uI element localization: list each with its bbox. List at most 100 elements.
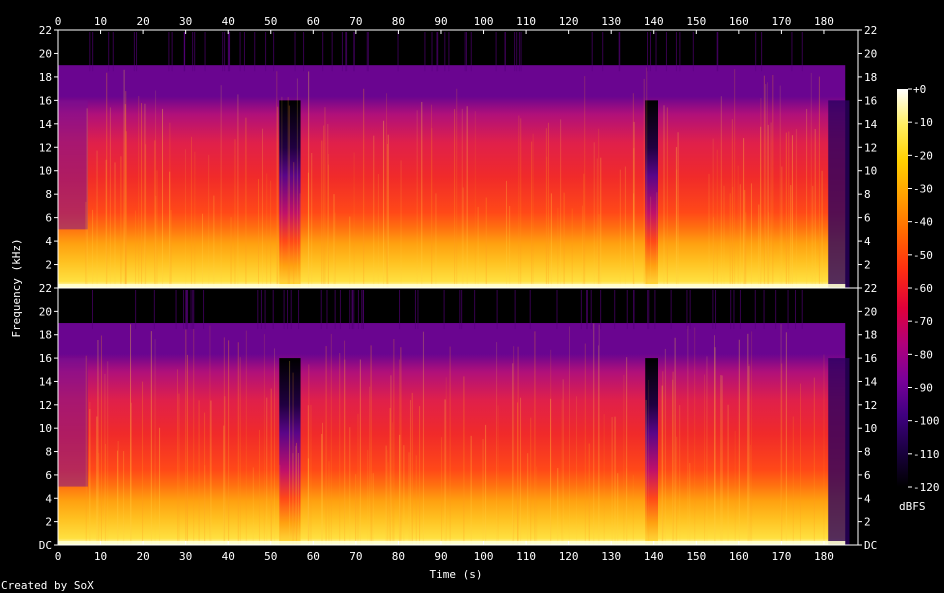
y-tick-label-bottom-panel-right: DC [864,539,877,552]
x-tick-label-top: 10 [94,15,107,28]
x-tick-label-top: 130 [601,15,621,28]
y-tick-label-bottom-panel-left: 4 [45,492,52,505]
colorbar-ticks: +0 -10 -20 -30 -40 -50 -60 -70 -80 -90 -100 -110 -12… [908,83,940,494]
spectral-texture [85,290,825,545]
y-tick-label-bottom-panel-left: 8 [45,446,52,459]
y-tick-label-top-panel-left: 6 [45,212,52,225]
y-tick-label-bottom-panel-right: 22 [864,282,877,295]
colorbar-tick-label: +0 [913,83,926,96]
colorbar-tick-label: -120 [913,481,940,494]
colorbar-tick-label: -50 [913,249,933,262]
x-tick-label-bottom: 170 [771,550,791,563]
spectral-energy [58,65,846,288]
y-tick-label-bottom-panel-right: 2 [864,516,871,529]
x-tick-label-bottom: 30 [179,550,192,563]
y-tick-label-top-panel-left: 4 [45,235,52,248]
x-tick-label-bottom: 140 [644,550,664,563]
y-tick-label-bottom-panel-right: 8 [864,446,871,459]
x-tick-label-bottom: 180 [814,550,834,563]
colorbar-tick-label: -20 [913,149,933,162]
outro-fade [828,358,850,545]
x-tick-label-top: 30 [179,15,192,28]
x-tick-label-top: 20 [136,15,149,28]
y-tick-label-top-panel-left: 20 [39,47,52,60]
y-tick-label-top-panel-right: 12 [864,141,877,154]
quiet-segment-1 [279,358,301,545]
y-tick-label-bottom-panel-left: 6 [45,469,52,482]
x-tick-label-top: 140 [644,15,664,28]
x-tick-label-top: 120 [559,15,579,28]
x-tick-label-bottom: 20 [136,550,149,563]
x-tick-label-bottom: 100 [474,550,494,563]
y-tick-label-top-panel-right: 20 [864,47,877,60]
x-tick-label-bottom: 10 [94,550,107,563]
y-tick-label-bottom-panel-right: 16 [864,352,877,365]
spectral-texture [85,32,823,289]
colorbar-tick-label: -90 [913,382,933,395]
intro-fade [58,100,88,230]
created-by-credit: Created by SoX [1,579,94,592]
colorbar-tick-label: -70 [913,315,933,328]
y-tick-label-top-panel-left: 10 [39,165,52,178]
y-tick-label-bottom-panel-left: 2 [45,516,52,529]
spectral-energy [58,323,846,545]
y-tick-label-top-panel-right: 10 [864,165,877,178]
y-tick-label-bottom-panel-right: 20 [864,305,877,318]
y-tick-label-top-panel-left: 8 [45,188,52,201]
x-tick-label-top: 80 [392,15,405,28]
spectrogram-panels [57,29,859,546]
y-tick-label-top-panel-right: 8 [864,188,871,201]
axes-layer: 0 0 10 10 20 20 30 30 40 40 50 50 60 60 70 70 80 80 90 90 10… [39,15,878,563]
colorbar-label: dBFS [899,500,926,513]
x-tick-label-top: 60 [307,15,320,28]
y-tick-label-bottom-panel-right: 14 [864,375,878,388]
quiet-segment-2 [645,100,658,288]
intro-fade [58,358,88,487]
panel-frame [57,287,859,546]
quiet-segment-2 [645,358,658,545]
x-tick-label-bottom: 80 [392,550,405,563]
spectrogram-panel-2 [57,287,859,546]
y-tick-label-bottom-panel-left: 14 [39,375,53,388]
colorbar-tick-label: -60 [913,282,933,295]
x-tick-label-top: 50 [264,15,277,28]
x-tick-label-bottom: 160 [729,550,749,563]
colorbar [897,89,908,487]
x-tick-label-bottom: 120 [559,550,579,563]
colorbar-tick-label: -80 [913,348,933,361]
x-tick-label-top: 180 [814,15,834,28]
y-tick-label-bottom-panel-right: 4 [864,492,871,505]
x-tick-label-top: 160 [729,15,749,28]
x-tick-label-bottom: 130 [601,550,621,563]
outro-fade [828,100,850,288]
y-tick-label-bottom-panel-left: 16 [39,352,52,365]
colorbar-tick-label: -110 [913,448,940,461]
colorbar-tick-label: -40 [913,216,933,229]
y-tick-label-bottom-panel-right: 12 [864,399,877,412]
x-tick-label-top: 90 [434,15,447,28]
y-tick-label-top-panel-right: 14 [864,118,878,131]
x-axis-label: Time (s) [430,568,483,581]
y-tick-label-top-panel-left: 2 [45,259,52,272]
x-tick-label-top: 70 [349,15,362,28]
y-tick-label-bottom-panel-right: 10 [864,422,877,435]
y-tick-label-top-panel-right: 22 [864,24,877,37]
y-axis-label: Frequency (kHz) [10,238,23,337]
colorbar-tick-label: -100 [913,415,940,428]
x-tick-label-top: 110 [516,15,536,28]
y-tick-label-bottom-panel-right: 6 [864,469,871,482]
y-tick-label-top-panel-left: 16 [39,94,52,107]
y-tick-label-bottom-panel-left: 18 [39,329,52,342]
x-tick-label-top: 170 [771,15,791,28]
x-tick-label-top: 40 [222,15,235,28]
y-tick-label-bottom-panel-left: 10 [39,422,52,435]
y-tick-label-top-panel-right: 16 [864,94,877,107]
x-tick-label-bottom: 50 [264,550,277,563]
y-tick-label-bottom-panel-left: 20 [39,305,52,318]
x-tick-label-top: 150 [686,15,706,28]
y-tick-label-bottom-panel-right: 18 [864,329,877,342]
y-tick-label-top-panel-right: 4 [864,235,871,248]
x-tick-label-bottom: 60 [307,550,320,563]
y-tick-label-top-panel-left: 18 [39,71,52,84]
